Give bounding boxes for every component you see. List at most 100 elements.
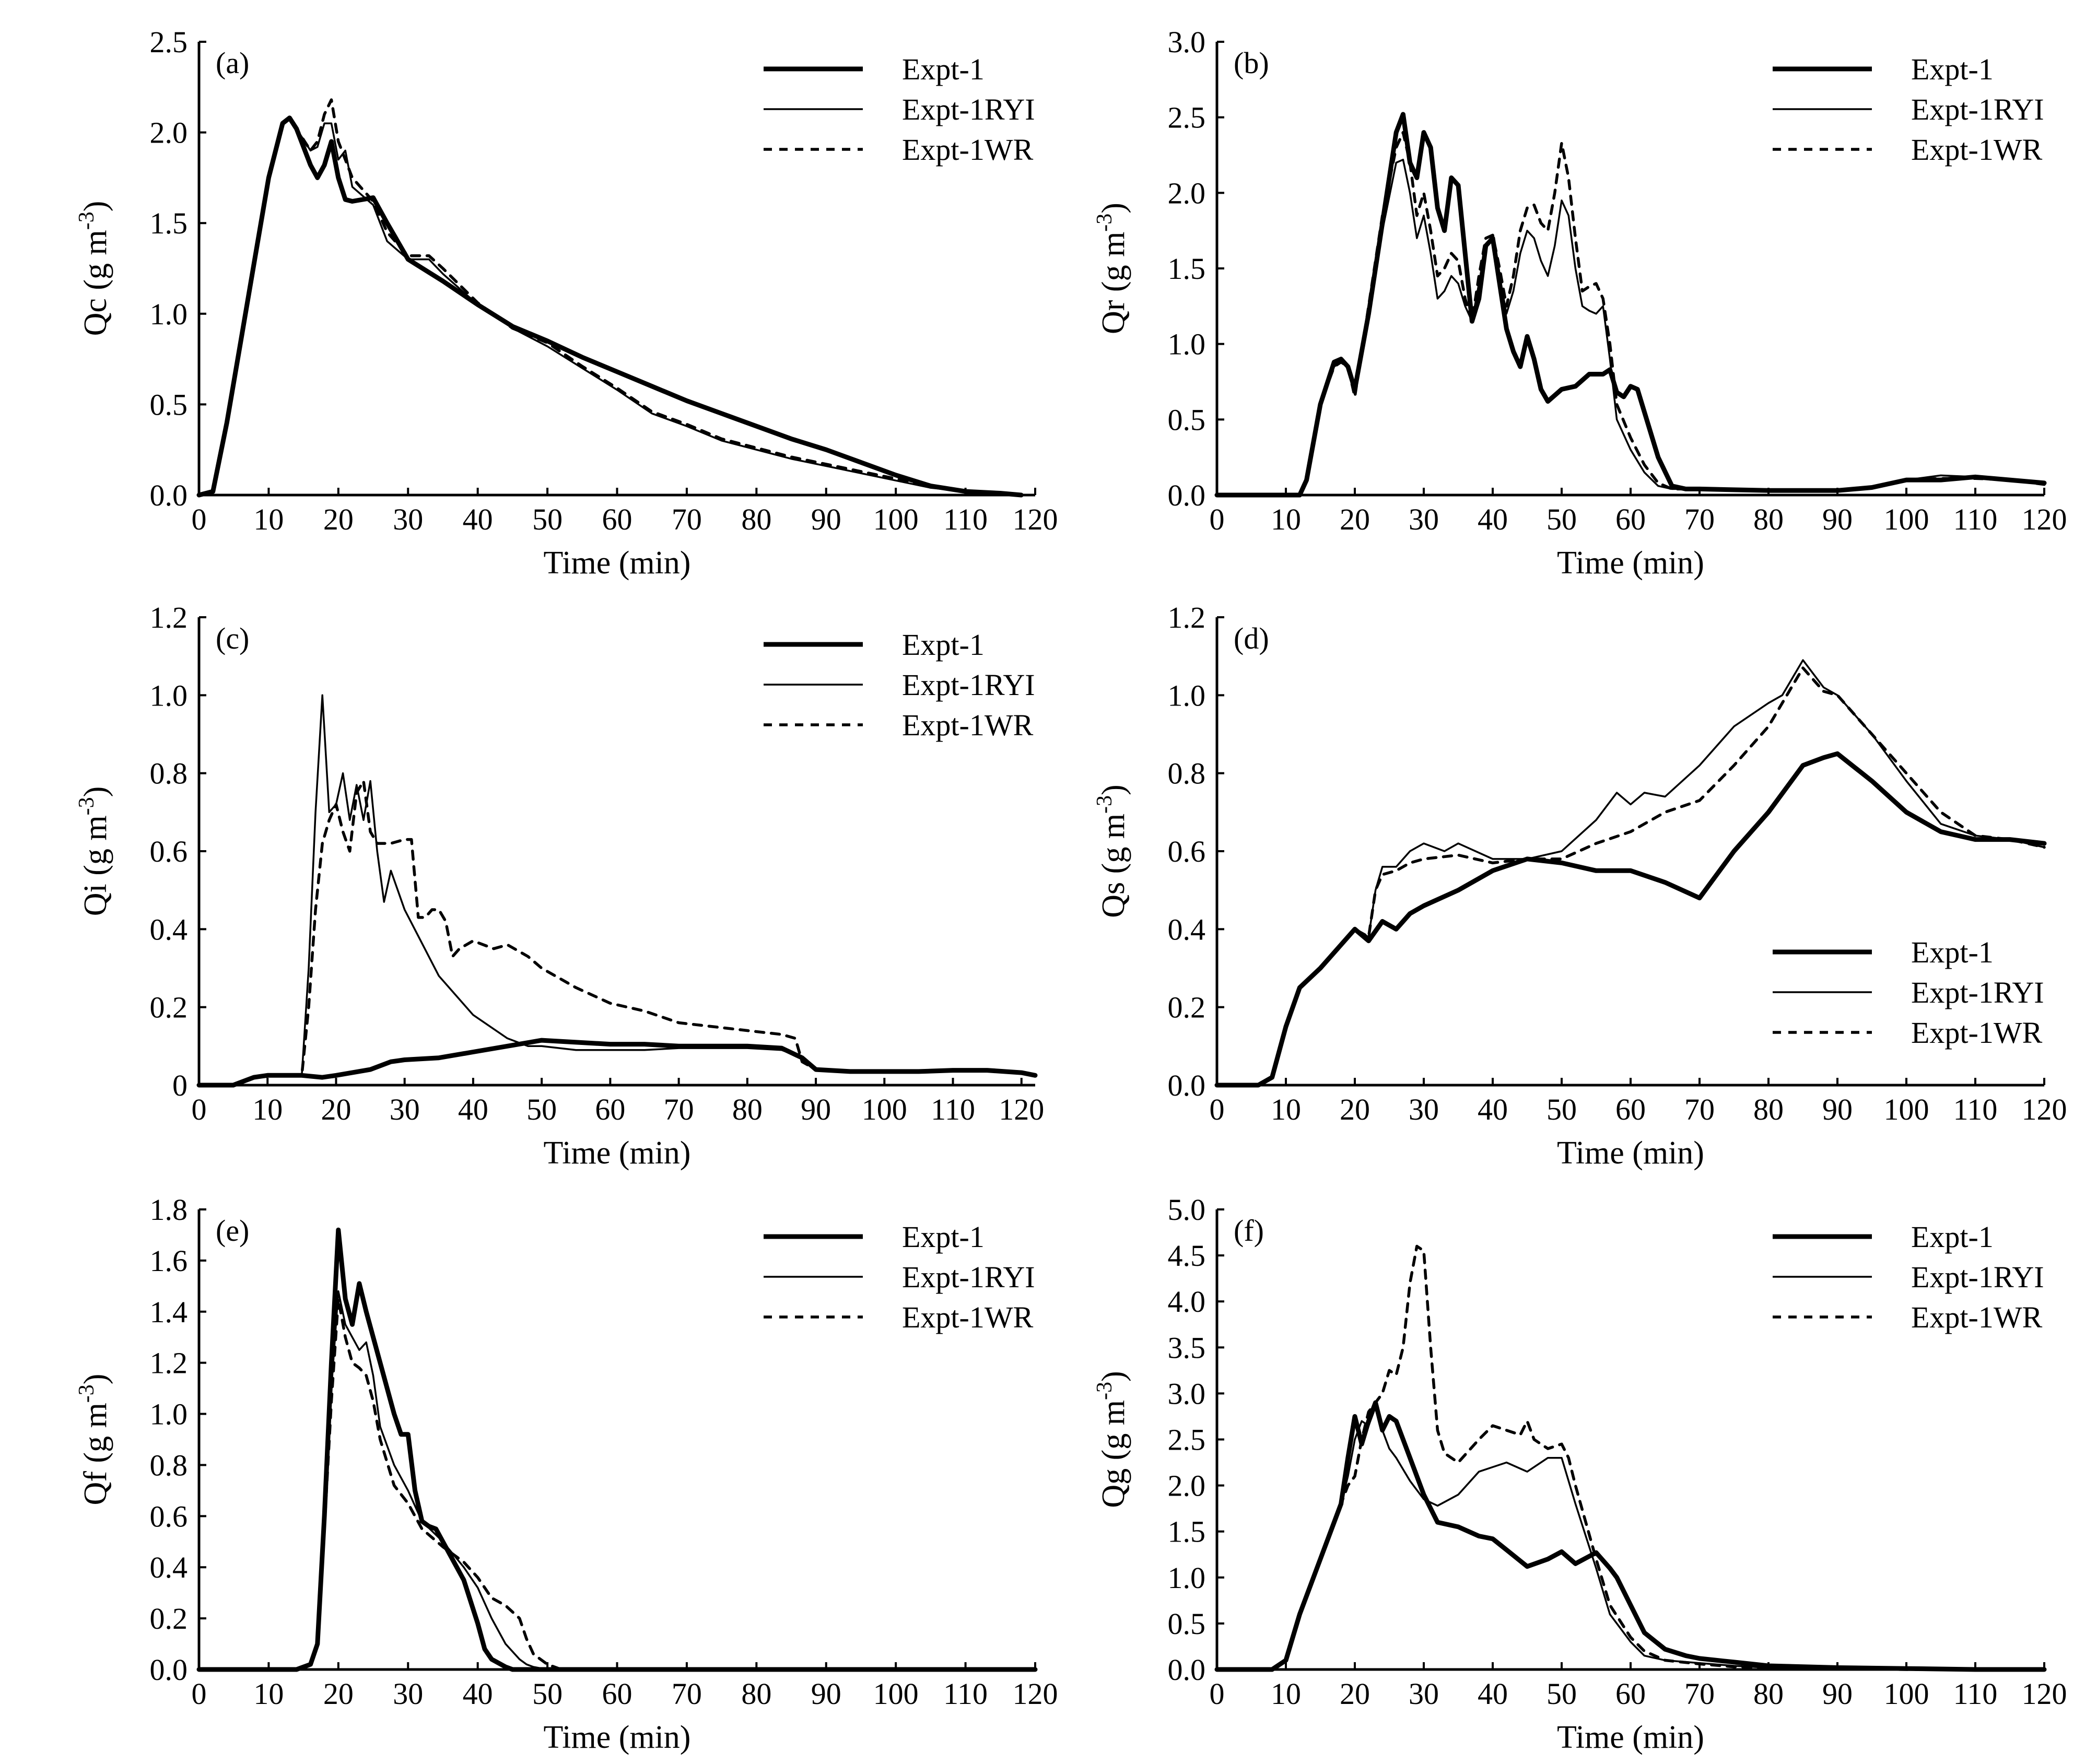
y-tick-label: 0.5 <box>1168 403 1206 437</box>
x-tick-label: 110 <box>943 1677 988 1711</box>
legend-label: Expt-1WR <box>1911 1016 2043 1050</box>
y-tick-label: 1.0 <box>150 1397 188 1431</box>
legend-label: Expt-1RYI <box>1911 92 2044 126</box>
y-tick-label: 1.2 <box>150 1346 188 1380</box>
x-tick-label: 90 <box>811 502 841 536</box>
x-tick-label: 80 <box>741 1677 771 1711</box>
x-tick-label: 90 <box>1822 1092 1853 1126</box>
legend-label: Expt-1RYI <box>902 1260 1035 1294</box>
x-tick-label: 60 <box>602 1677 632 1711</box>
x-tick-label: 30 <box>393 1677 423 1711</box>
x-tick-label: 100 <box>1884 1092 1929 1126</box>
y-tick-label: 0.8 <box>1168 757 1206 791</box>
y-tick-label: 0.8 <box>150 1448 188 1482</box>
x-tick-label: 120 <box>2022 502 2067 536</box>
x-tick-label: 50 <box>1547 1092 1577 1126</box>
x-tick-label: 100 <box>873 502 919 536</box>
y-tick-label: 0.2 <box>150 991 188 1025</box>
x-tick-label: 50 <box>532 1677 563 1711</box>
series-line-expt-1wr <box>1215 131 2046 497</box>
panel-a: 0 10 20 30 40 50 60 70 80 90 100 110 120 0.0 0.5 1.0 1.5… <box>75 25 1058 581</box>
y-tick-label: 0.6 <box>1168 834 1206 868</box>
x-tick-label: 40 <box>463 1677 493 1711</box>
panel-label: (b) <box>1234 46 1269 80</box>
y-tick-label: 0.0 <box>1168 478 1206 512</box>
y-tick-label: 1.8 <box>150 1193 188 1227</box>
x-tick-label: 10 <box>252 1092 283 1126</box>
y-tick-label: 1.0 <box>1168 1561 1206 1595</box>
y-axis-title: Qc (g m-3) <box>75 201 113 336</box>
legend-label: Expt-1RYI <box>1911 1260 2044 1294</box>
y-tick-label: 1.5 <box>1168 252 1206 286</box>
y-tick-label: 1.0 <box>1168 678 1206 712</box>
x-tick-label: 100 <box>862 1092 907 1126</box>
y-tick-label: 0.8 <box>150 757 188 791</box>
y-tick-label: 3.0 <box>1168 1377 1206 1410</box>
x-tick-label: 80 <box>1753 1092 1784 1126</box>
y-tick-label: 3.0 <box>1168 25 1206 59</box>
y-axis-title: Qg (g m-3) <box>1093 1371 1131 1508</box>
x-axis-title: Time (min) <box>544 1720 691 1755</box>
legend-label: Expt-1RYI <box>902 668 1035 702</box>
y-tick-label: 2.0 <box>1168 1469 1206 1503</box>
y-axis-title: Qr (g m-3) <box>1093 203 1131 334</box>
y-tick-label: 0.4 <box>1168 912 1206 946</box>
panel-e: 0 10 20 30 40 50 60 70 80 90 100 110 120 0.0 0.2 0.4 0.6… <box>75 1193 1058 1755</box>
x-tick-label: 100 <box>1884 1677 1929 1711</box>
x-tick-label: 60 <box>1615 502 1646 536</box>
x-tick-label: 10 <box>253 502 284 536</box>
x-tick-label: 20 <box>323 1677 354 1711</box>
x-tick-label: 110 <box>1953 502 1998 536</box>
x-tick-label: 50 <box>1547 502 1577 536</box>
y-tick-label: 0.2 <box>1168 991 1206 1025</box>
x-tick-label: 70 <box>672 502 702 536</box>
x-tick-label: 120 <box>2022 1092 2067 1126</box>
series-line-expt-1wr <box>1215 1244 2046 1671</box>
legend-label: Expt-1WR <box>902 1300 1034 1334</box>
legend: Expt-1 Expt-1RYI Expt-1WR <box>1773 52 2044 167</box>
legend-label: Expt-1 <box>1911 1220 1994 1254</box>
x-axis-title: Time (min) <box>1557 545 1704 581</box>
legend-label: Expt-1 <box>902 52 985 86</box>
x-tick-label: 100 <box>873 1677 919 1711</box>
y-tick-label: 2.0 <box>150 116 188 150</box>
x-axis-title: Time (min) <box>544 545 691 581</box>
x-tick-label: 20 <box>323 502 354 536</box>
legend-label: Expt-1WR <box>902 133 1034 167</box>
panel-f: 0 10 20 30 40 50 60 70 80 90 100 110 120 0.0 0.5 1.0 1.5… <box>1093 1193 2067 1755</box>
x-tick-label: 70 <box>1684 502 1715 536</box>
x-tick-label: 0 <box>1210 502 1225 536</box>
y-tick-label: 0.0 <box>150 478 188 512</box>
panel-label: (f) <box>1234 1214 1264 1248</box>
x-tick-label: 20 <box>321 1092 351 1126</box>
y-axis-title: Qi (g m-3) <box>75 786 113 916</box>
x-tick-label: 50 <box>1547 1677 1577 1711</box>
x-tick-label: 110 <box>943 502 988 536</box>
legend: Expt-1 Expt-1RYI Expt-1WR <box>764 628 1035 742</box>
x-tick-label: 90 <box>1822 1677 1853 1711</box>
y-tick-label: 1.0 <box>150 297 188 331</box>
y-tick-label: 0.4 <box>150 912 188 946</box>
legend-label: Expt-1 <box>902 628 985 662</box>
x-tick-label: 110 <box>1953 1677 1998 1711</box>
legend: Expt-1 Expt-1RYI Expt-1WR <box>764 52 1035 167</box>
series-line-expt-1 <box>196 1038 1038 1088</box>
y-tick-label: 1.2 <box>150 601 188 634</box>
x-tick-label: 80 <box>1753 1677 1784 1711</box>
x-axis-title: Time (min) <box>544 1135 691 1171</box>
y-tick-label: 2.5 <box>1168 1423 1206 1457</box>
x-tick-label: 30 <box>393 502 423 536</box>
x-tick-label: 110 <box>1953 1092 1998 1126</box>
panel-b: 0 10 20 30 40 50 60 70 80 90 100 110 120 0.0 0.5 1.0 1.5… <box>1093 25 2067 581</box>
x-tick-label: 70 <box>1684 1677 1715 1711</box>
x-tick-label: 90 <box>811 1677 841 1711</box>
x-tick-label: 120 <box>999 1092 1044 1126</box>
legend-label: Expt-1WR <box>1911 1300 2043 1334</box>
y-tick-label: 0.2 <box>150 1602 188 1636</box>
y-tick-label: 1.2 <box>1168 601 1206 634</box>
x-tick-label: 20 <box>1340 1092 1370 1126</box>
y-tick-label: 2.0 <box>1168 176 1206 210</box>
series-line-expt-1wr <box>197 98 1023 497</box>
y-tick-label: 0.5 <box>150 387 188 421</box>
x-tick-label: 30 <box>1409 1092 1439 1126</box>
